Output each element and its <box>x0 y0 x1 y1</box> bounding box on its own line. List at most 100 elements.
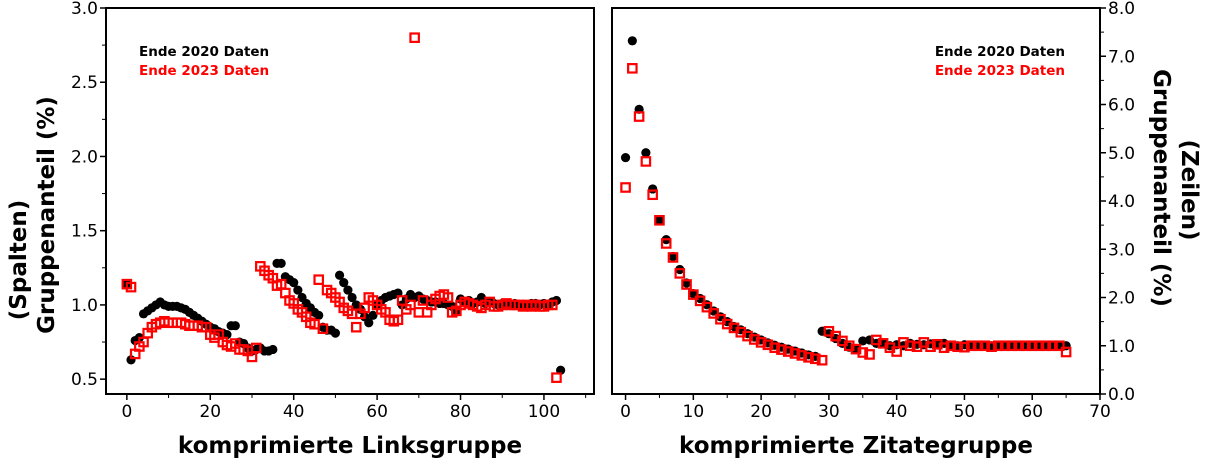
right-point-2023 <box>776 344 787 355</box>
right-point-2023 <box>674 268 686 279</box>
right-point-2023 <box>755 337 767 348</box>
right-y-tick-label: 1.0 <box>1108 337 1135 357</box>
left-x-tick-label: 0 <box>121 402 132 422</box>
left-x-tick-label: 40 <box>283 402 305 422</box>
right-point-2023 <box>803 352 814 363</box>
right-point-2023 <box>701 301 713 313</box>
right-point-2023 <box>891 346 902 357</box>
left-legend-2020: Ende 2020 Daten <box>139 44 269 60</box>
right-point-2023 <box>1047 340 1058 352</box>
left-x-tick-label: 60 <box>366 402 388 422</box>
left-point-2020 <box>347 292 357 303</box>
right-point-2020 <box>858 336 868 346</box>
left-y-tick-label: 1.5 <box>71 222 98 242</box>
left-legend-2023: Ende 2023 Daten <box>139 63 269 79</box>
right-point-2020 <box>654 215 665 225</box>
right-point-2023 <box>1040 340 1052 352</box>
right-point-2023 <box>993 340 1004 352</box>
right-point-2023 <box>667 252 679 263</box>
right-chart: 0 10 20 30 40 50 60 700.0 1.0 2.0 3.0 4.0 5.0 6.0 7.0 8… <box>611 0 1202 459</box>
right-point-2023 <box>633 111 645 122</box>
left-y-axis-label-line1: (Spalten) <box>6 200 32 320</box>
left-point-2023 <box>392 314 404 326</box>
left-point-2020 <box>330 328 341 338</box>
right-y-tick-label: 2.0 <box>1108 289 1135 309</box>
left-point-2023 <box>317 323 329 334</box>
right-point-2023 <box>1060 346 1072 358</box>
right-point-2023 <box>796 350 808 361</box>
right-point-2023 <box>769 342 780 353</box>
left-point-2023 <box>409 32 420 43</box>
right-point-2023 <box>999 340 1011 352</box>
left-point-2023 <box>442 292 454 303</box>
left-point-2023 <box>359 302 370 314</box>
right-x-axis-label: komprimierte Zitategruppe <box>679 433 1033 459</box>
left-point-2023 <box>405 299 416 311</box>
left-chart: 0 20 40 60 80 100 0.5 1.0 1.5 2.0 2.5 3.0 Ende 2020… <box>6 0 595 459</box>
left-point-2020 <box>314 310 324 320</box>
left-point-2020 <box>276 258 286 268</box>
right-point-2023 <box>708 308 719 319</box>
left-x-tick-label: 100 <box>528 402 560 422</box>
left-point-2020 <box>364 318 374 328</box>
left-plot-frame <box>105 7 595 395</box>
left-point-2023 <box>313 274 325 285</box>
right-point-2023 <box>1013 340 1024 352</box>
left-x-axis-label: komprimierte Linksgruppe <box>178 433 522 459</box>
right-point-2020 <box>627 36 637 46</box>
right-x-tick-label: 0 <box>620 402 631 422</box>
right-point-2023 <box>762 339 774 351</box>
left-point-2023 <box>350 321 362 333</box>
right-point-2023 <box>782 346 794 357</box>
right-point-2023 <box>925 341 936 353</box>
right-point-2023 <box>1020 340 1031 352</box>
right-legend-2023: Ende 2023 Daten <box>935 63 1065 79</box>
right-point-2023 <box>1033 340 1045 352</box>
left-point-2020 <box>334 270 345 280</box>
right-y-axis-label-line2: Gruppenanteil (%) <box>1148 69 1174 307</box>
right-point-2023 <box>620 182 631 193</box>
right-point-2023 <box>904 340 916 352</box>
right-point-2023 <box>959 341 970 353</box>
right-point-2023 <box>640 156 652 167</box>
right-y-tick-label: 3.0 <box>1108 240 1135 260</box>
right-point-2023 <box>972 340 984 352</box>
left-y-tick-label: 3.0 <box>71 0 98 19</box>
right-x-tick-label: 20 <box>750 402 772 422</box>
right-point-2023 <box>979 340 991 352</box>
left-y-tick-label: 0.5 <box>71 370 98 390</box>
right-point-2023 <box>965 340 977 352</box>
left-point-2020 <box>339 278 349 288</box>
right-point-2023 <box>1026 340 1038 352</box>
right-y-tick-label: 4.0 <box>1108 192 1135 212</box>
right-point-2023 <box>816 354 828 366</box>
right-point-2023 <box>952 341 963 353</box>
right-point-2023 <box>789 348 801 359</box>
right-x-tick-label: 50 <box>954 402 976 422</box>
left-y-axis-label-line2: Gruppenanteil (%) <box>34 96 60 334</box>
right-y-axis-label-line1: (Zeilen) <box>1176 139 1202 240</box>
left-point-2020 <box>343 285 353 295</box>
left-point-2023 <box>546 299 558 311</box>
right-y-tick-label: 5.0 <box>1108 144 1135 164</box>
left-point-2020 <box>268 344 278 355</box>
right-point-2023 <box>945 340 957 352</box>
right-point-2023 <box>660 238 672 249</box>
right-point-2023 <box>647 189 658 201</box>
right-point-2023 <box>688 289 699 300</box>
right-x-tick-label: 70 <box>1089 402 1111 422</box>
right-y-tick-label: 8.0 <box>1108 0 1135 19</box>
right-x-tick-label: 10 <box>683 402 705 422</box>
right-y-tick-label: 0.0 <box>1108 385 1135 405</box>
right-legend-2020: Ende 2020 Daten <box>935 44 1065 60</box>
right-point-2023 <box>694 295 706 307</box>
left-point-2020 <box>368 310 378 320</box>
right-point-2020 <box>641 148 651 158</box>
right-point-2023 <box>938 342 950 353</box>
left-y-tick-label: 2.0 <box>71 147 98 167</box>
right-point-2023 <box>749 334 760 345</box>
right-y-tick-label: 6.0 <box>1108 96 1135 116</box>
right-point-2023 <box>654 215 665 226</box>
right-point-2023 <box>857 347 869 358</box>
